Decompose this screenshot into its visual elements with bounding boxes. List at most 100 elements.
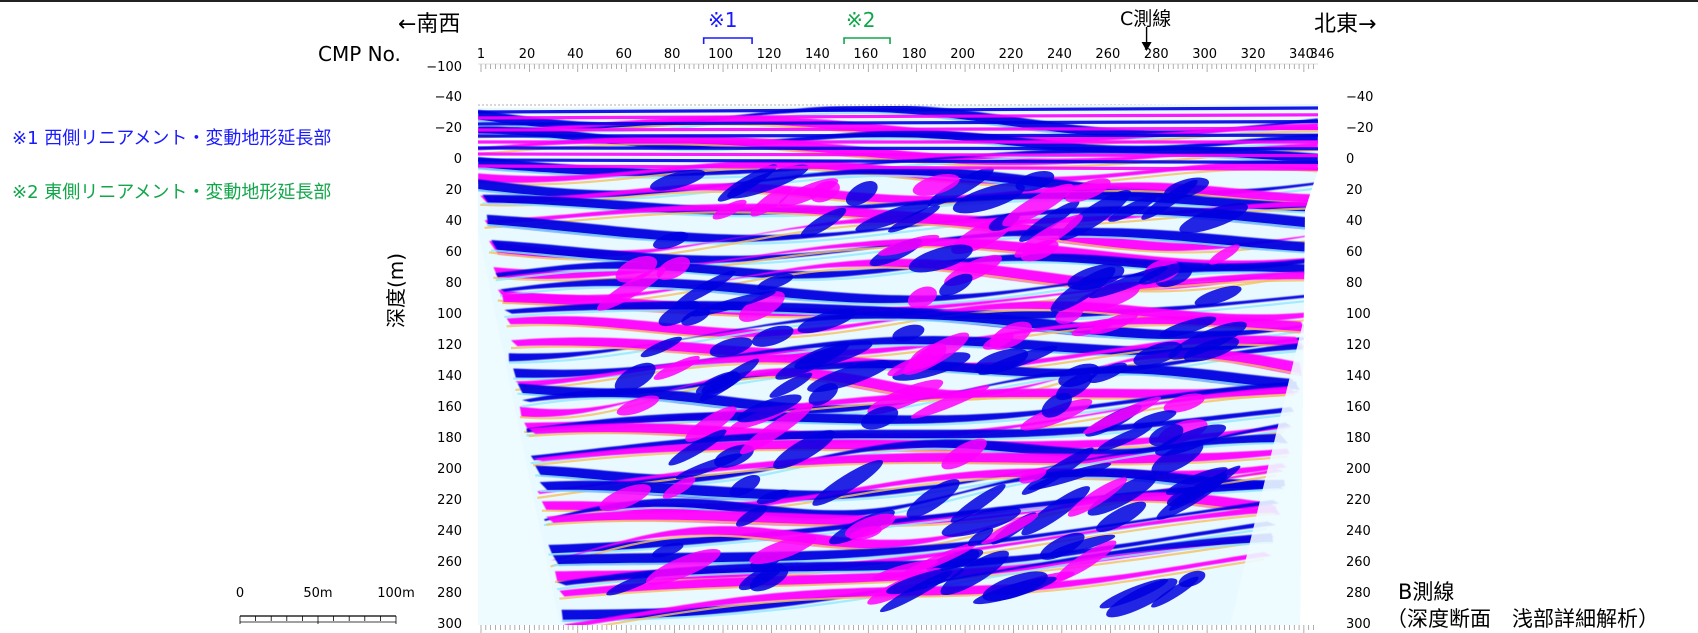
scale-label-0: 0 <box>235 586 245 601</box>
right-depth-tick-17: 300 <box>1346 617 1371 632</box>
reflector-blob <box>797 308 857 334</box>
reflector-blob <box>1133 341 1183 367</box>
direction-northeast-label: 北東→ <box>1314 12 1377 37</box>
reflector-blob <box>912 173 960 196</box>
reflector-blob <box>1165 467 1228 496</box>
reflector-blob <box>616 395 660 416</box>
reflector-band <box>557 521 1276 586</box>
note-western-lineament: ※1 西側リニアメント・変動地形延長部 <box>12 128 332 149</box>
scale-label-1: 50m <box>303 586 333 601</box>
reflector-blob <box>1065 178 1111 203</box>
reflector-halo <box>510 324 1302 360</box>
left-depth-tick-12: 180 <box>437 431 462 446</box>
reflector-band <box>513 336 1306 379</box>
reflector-blob <box>1021 486 1091 536</box>
reflector-blob <box>1159 316 1217 338</box>
reflector-band <box>535 422 1291 484</box>
reflector-blob <box>685 406 737 442</box>
reflector-blob <box>908 244 973 273</box>
reflector-band <box>486 206 1318 243</box>
reflector-blob <box>615 255 658 283</box>
right-depth-tick-4: 40 <box>1346 214 1363 229</box>
reflector-blob <box>950 484 1006 523</box>
reflector-blob <box>690 290 776 317</box>
left-depth-tick-0: −100 <box>426 60 462 75</box>
cmp-tick-220: 220 <box>998 47 1024 62</box>
reflector-band <box>480 182 1318 204</box>
reflector-band <box>530 407 1294 461</box>
reflector-band <box>522 365 1300 414</box>
cmp-tick-40: 40 <box>567 47 584 62</box>
lineament-brackets <box>702 27 1152 51</box>
cmp-tick-300: 300 <box>1192 47 1218 62</box>
cmp-tick-340: 340 <box>1289 47 1314 62</box>
left-depth-tick-1: −40 <box>434 90 462 105</box>
right-depth-tick-0: −40 <box>1346 90 1374 105</box>
reflector-blob <box>1058 189 1132 241</box>
reflector-band <box>550 492 1281 561</box>
reflector-blob <box>736 394 802 423</box>
c-line-arrow-head <box>1141 42 1152 51</box>
reflector-blob <box>844 513 896 539</box>
reflector-blob <box>750 186 792 217</box>
reflector-blob <box>656 256 691 281</box>
reflector-blob <box>736 505 768 527</box>
cmp-tick-140: 140 <box>804 47 830 62</box>
left-edge-fade <box>478 230 560 625</box>
reflector-blob <box>1183 337 1240 362</box>
reflector-blob <box>1179 203 1249 234</box>
reflector-blob <box>653 231 689 250</box>
reflector-blob <box>757 273 794 291</box>
reflector-blob <box>1082 396 1162 435</box>
reflector-blob <box>982 571 1048 602</box>
right-depth-tick-11: 180 <box>1346 431 1371 446</box>
reflector-blob <box>1015 170 1055 192</box>
reflector-band <box>478 126 1318 153</box>
cmp-tick-260: 260 <box>1095 47 1121 62</box>
reflector-blob <box>855 200 932 232</box>
reflector-blob <box>596 267 666 311</box>
right-depth-tick-15: 260 <box>1346 555 1371 570</box>
reflector-blob <box>1108 195 1157 222</box>
reflector-band <box>511 316 1308 359</box>
reflector-blob <box>1106 578 1178 618</box>
right-depth-tick-13: 220 <box>1346 493 1371 508</box>
reflector-blob <box>978 345 1058 375</box>
reflector-blob <box>668 429 727 466</box>
reflector-blob <box>653 355 700 380</box>
right-depth-tick-7: 100 <box>1346 307 1371 322</box>
reflector-blob <box>939 273 973 297</box>
reflector-band <box>519 349 1302 418</box>
section-subtitle: （深度断面 浅部詳細解析） <box>1386 607 1659 631</box>
left-depth-tick-2: −20 <box>434 121 462 136</box>
reflector-band <box>552 500 1279 566</box>
left-depth-tick-5: 40 <box>445 214 462 229</box>
cmp-tick-200: 200 <box>950 47 976 62</box>
reflector-blob <box>756 489 790 505</box>
reflector-blob <box>808 383 838 406</box>
cmp-number-label: CMP No. <box>318 42 401 66</box>
reflector-band <box>537 448 1290 494</box>
cmp-tick-280: 280 <box>1143 47 1169 62</box>
left-depth-tick-9: 120 <box>437 338 462 353</box>
near-surface-layer <box>478 133 1318 138</box>
reflector-blob <box>614 362 656 393</box>
near-surface-layer <box>478 152 1318 158</box>
left-depth-tick-6: 60 <box>445 245 462 260</box>
right-depth-tick-1: −20 <box>1346 121 1374 136</box>
scale-bar <box>239 615 397 624</box>
reflector-blob <box>967 527 994 547</box>
marker-1-bracket <box>702 37 753 44</box>
cmp-tick-180: 180 <box>901 47 927 62</box>
reflector-blob <box>1019 200 1080 242</box>
reflector-blob <box>606 570 661 596</box>
left-depth-tick-17: 280 <box>437 586 462 601</box>
reflector-blob <box>872 559 938 581</box>
c-line-label: C測線 <box>1120 8 1172 30</box>
reflector-blob <box>810 180 840 203</box>
reflector-blob <box>941 438 987 470</box>
reflector-blob <box>646 548 721 585</box>
reflector-blob <box>709 337 753 358</box>
reflector-band <box>508 310 1309 362</box>
